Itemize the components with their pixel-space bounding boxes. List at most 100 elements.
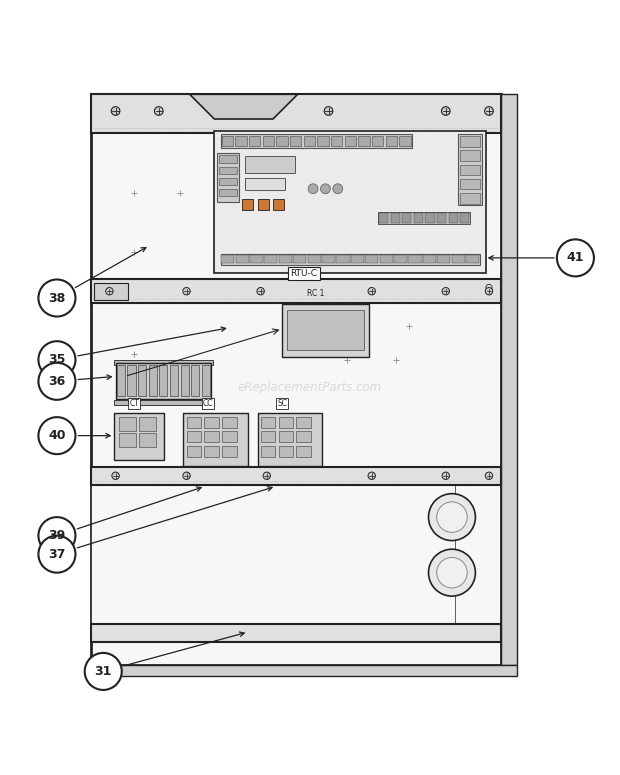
Bar [402, 213, 412, 222]
Bar [288, 305, 299, 312]
Bar [139, 433, 156, 446]
Circle shape [485, 107, 494, 115]
Bar [187, 417, 202, 429]
Text: RTU-C: RTU-C [290, 269, 317, 277]
Bar [250, 255, 263, 264]
Bar [257, 413, 322, 466]
Bar [379, 255, 392, 264]
Bar [287, 310, 364, 350]
Bar [219, 167, 237, 174]
Bar [91, 95, 502, 665]
Bar [128, 365, 136, 396]
Bar [304, 136, 315, 146]
Circle shape [442, 288, 450, 295]
Bar [460, 179, 480, 189]
Text: CC: CC [203, 399, 213, 408]
Bar [296, 446, 311, 456]
Bar [221, 255, 234, 264]
Circle shape [333, 184, 343, 194]
Circle shape [183, 288, 190, 295]
Bar [502, 95, 516, 665]
Bar [264, 255, 278, 264]
Circle shape [368, 288, 376, 295]
Bar [187, 446, 202, 456]
Bar [437, 255, 450, 264]
Text: RC 1: RC 1 [308, 289, 325, 298]
Bar [304, 305, 315, 312]
Bar [170, 365, 178, 396]
Bar [205, 417, 219, 429]
Bar [260, 446, 275, 456]
Circle shape [85, 653, 122, 690]
Circle shape [111, 107, 120, 115]
Circle shape [442, 472, 450, 480]
Circle shape [183, 472, 190, 480]
Bar [245, 177, 285, 190]
Circle shape [486, 284, 492, 291]
Bar [391, 213, 400, 222]
Circle shape [38, 536, 76, 573]
Bar [282, 304, 369, 356]
Bar [221, 253, 480, 265]
Text: CT: CT [129, 399, 139, 408]
Bar [331, 136, 342, 146]
Bar [249, 136, 260, 146]
Circle shape [112, 472, 119, 480]
Bar [184, 413, 248, 466]
Bar [222, 136, 233, 146]
Bar [215, 131, 486, 274]
Bar [378, 212, 471, 224]
Bar [336, 255, 350, 264]
Bar [245, 156, 294, 174]
Bar [466, 255, 479, 264]
Bar [423, 255, 436, 264]
Text: 40: 40 [48, 429, 66, 443]
Bar [460, 213, 469, 222]
Circle shape [428, 549, 476, 596]
Bar [293, 255, 306, 264]
Circle shape [105, 288, 113, 295]
Bar [114, 413, 164, 460]
Bar [91, 624, 502, 642]
Bar [219, 156, 237, 163]
Bar [451, 255, 465, 264]
Bar [414, 213, 423, 222]
Circle shape [154, 107, 163, 115]
Bar [91, 95, 502, 133]
Text: 41: 41 [567, 251, 584, 264]
Bar [91, 665, 516, 677]
Bar [448, 213, 458, 222]
Bar [236, 136, 247, 146]
Text: 37: 37 [48, 548, 66, 560]
Bar [273, 199, 284, 210]
Bar [139, 417, 156, 431]
Circle shape [38, 517, 76, 554]
Bar [460, 150, 480, 161]
Bar [219, 177, 237, 185]
Circle shape [557, 239, 594, 277]
Polygon shape [190, 95, 298, 119]
Bar [223, 417, 237, 429]
Bar [94, 283, 128, 300]
Circle shape [257, 288, 264, 295]
Bar [91, 280, 502, 303]
Bar [159, 365, 167, 396]
Circle shape [38, 341, 76, 378]
Circle shape [485, 288, 493, 295]
Bar [350, 305, 361, 312]
Text: SC: SC [277, 399, 287, 408]
Circle shape [38, 280, 76, 316]
Bar [278, 432, 293, 443]
Bar [221, 134, 412, 148]
Bar [290, 136, 301, 146]
Circle shape [436, 502, 467, 532]
Bar [365, 255, 378, 264]
Circle shape [436, 557, 467, 588]
Text: 31: 31 [94, 665, 112, 678]
Text: 38: 38 [48, 291, 66, 305]
Bar [242, 199, 253, 210]
Bar [458, 134, 482, 205]
Circle shape [263, 472, 270, 480]
Circle shape [428, 494, 476, 541]
Text: eReplacementParts.com: eReplacementParts.com [238, 381, 382, 394]
